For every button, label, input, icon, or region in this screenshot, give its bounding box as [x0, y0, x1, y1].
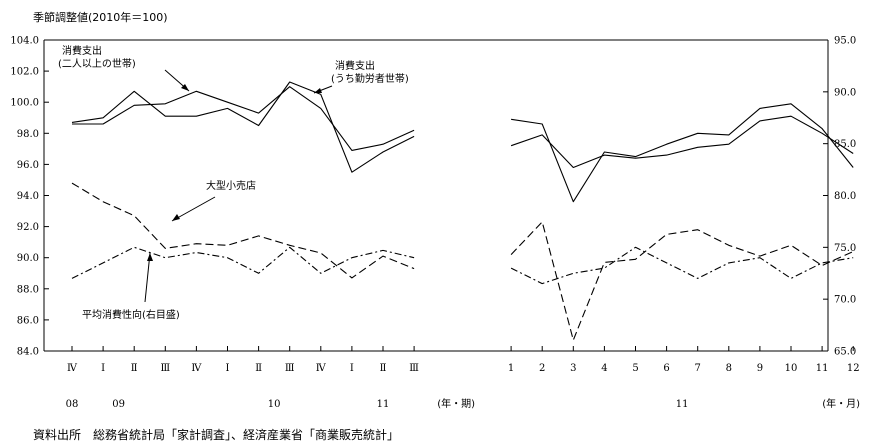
x-tick-label: Ⅳ [191, 363, 202, 374]
arrow-head-large-retail [172, 214, 180, 221]
left-tick-label: 94.0 [17, 191, 39, 202]
right-tick-label: 80.0 [834, 191, 856, 202]
right-tick-label: 70.0 [834, 295, 856, 306]
x-tick-label: Ⅲ [160, 363, 170, 374]
year-label: 08 [66, 399, 79, 410]
left-tick-label: 86.0 [17, 315, 39, 326]
x-tick-label: Ⅰ [226, 363, 230, 374]
right-tick-label: 65.0 [834, 347, 856, 358]
series-line-monthly-1 [511, 103, 854, 203]
series-line-quarterly-0 [72, 86, 415, 151]
ann-consumption-workers-l2: (うち勤労者世帯) [331, 72, 409, 85]
axes: 84.086.088.090.092.094.096.098.0100.0102… [10, 36, 860, 411]
x-tick-label: 2 [539, 363, 545, 374]
ann-propensity: 平均消費性向(右目盛) [82, 308, 180, 321]
year-label: 11 [377, 399, 390, 410]
left-tick-label: 100.0 [10, 98, 39, 109]
arrow-head-consumption-all [181, 84, 189, 91]
arrow-head-consumption-workers [314, 88, 322, 93]
left-tick-label: 102.0 [10, 67, 39, 78]
x-tick-label: 9 [757, 363, 763, 374]
x-tick-label: 6 [663, 363, 669, 374]
x-tick-label: 7 [695, 363, 701, 374]
unit-label-monthly: (年・月) [822, 397, 860, 410]
x-tick-label: Ⅱ [255, 363, 262, 374]
left-tick-label: 104.0 [10, 36, 39, 47]
left-tick-label: 90.0 [17, 253, 39, 264]
series-line-quarterly-1 [71, 81, 415, 173]
chart-title: 季節調整値(2010年＝100) [33, 10, 168, 24]
x-tick-label: 5 [632, 363, 638, 374]
right-tick-label: 85.0 [834, 139, 856, 150]
ann-large-retail: 大型小売店 [206, 179, 256, 192]
x-tick-label: Ⅳ [316, 363, 327, 374]
annotation-arrows [144, 69, 333, 303]
left-tick-label: 92.0 [17, 222, 39, 233]
series-layer [71, 81, 854, 341]
x-tick-label: 1 [508, 363, 514, 374]
x-tick-label: 11 [816, 363, 829, 374]
x-tick-label: Ⅲ [285, 363, 295, 374]
series-line-monthly-2 [510, 221, 854, 341]
x-tick-label: Ⅱ [131, 363, 138, 374]
series-line-monthly-0 [510, 115, 854, 169]
x-tick-label: 3 [570, 363, 576, 374]
arrow-head-propensity [147, 253, 153, 261]
left-tick-label: 98.0 [17, 129, 39, 140]
ann-consumption-workers-l1: 消費支出 [335, 59, 375, 72]
left-tick-label: 88.0 [17, 284, 39, 295]
x-tick-label: Ⅰ [350, 363, 354, 374]
year-label: 11 [676, 399, 689, 410]
x-tick-label: Ⅲ [409, 363, 419, 374]
arrow-propensity [144, 252, 151, 303]
x-tick-label: 12 [847, 363, 860, 374]
source-note: 資料出所 総務省統計局「家計調査」、経済産業省「商業販売統計」 [33, 427, 399, 442]
unit-label-quarterly: (年・期) [437, 397, 475, 410]
year-label: 09 [112, 399, 125, 410]
left-tick-label: 84.0 [17, 347, 39, 358]
panel-quarterly: Ⅳ Ⅰ Ⅱ Ⅲ Ⅳ Ⅰ Ⅱ Ⅲ Ⅳ Ⅰ Ⅱ Ⅲ 08 09 10 11 (年・期) [66, 346, 475, 410]
series-line-monthly-3 [510, 246, 854, 285]
series-line-quarterly-3 [71, 246, 415, 279]
left-tick-label: 96.0 [17, 160, 39, 171]
series-line-quarterly-2 [71, 182, 415, 279]
x-tick-label: 8 [726, 363, 732, 374]
x-tick-label: Ⅱ [380, 363, 387, 374]
x-tick-label: 4 [601, 363, 607, 374]
right-tick-label: 90.0 [834, 87, 856, 98]
x-tick-label: 10 [785, 363, 798, 374]
year-label: 10 [268, 399, 281, 410]
ann-consumption-all-l1: 消費支出 [62, 44, 102, 57]
annotations: 消費支出 (二人以上の世帯) 消費支出 (うち勤労者世帯) 大型小売店 平均消費… [58, 44, 409, 321]
right-tick-label: 75.0 [834, 243, 856, 254]
arrow-large-retail [171, 196, 216, 222]
right-tick-label: 95.0 [834, 36, 856, 47]
x-tick-label: Ⅳ [67, 363, 78, 374]
ann-consumption-all-l2: (二人以上の世帯) [58, 57, 136, 70]
x-tick-label: Ⅰ [101, 363, 105, 374]
